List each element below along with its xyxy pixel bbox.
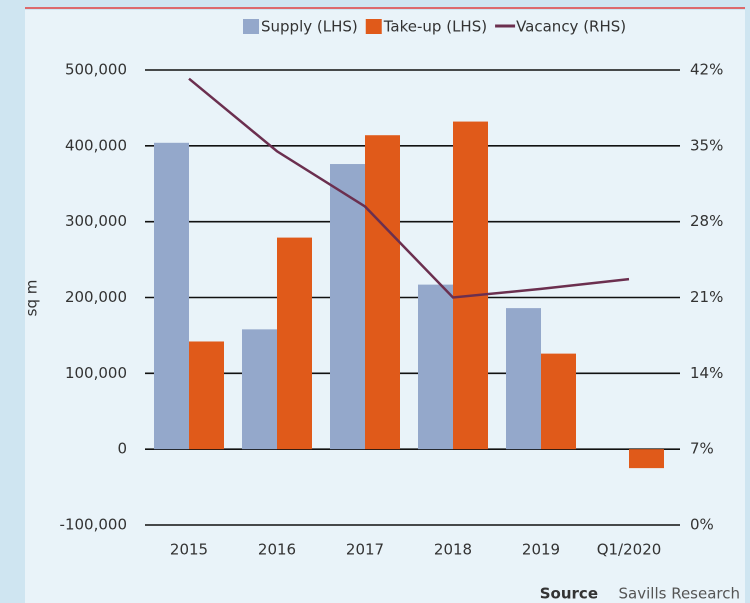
y-tick-label: 300,000	[65, 212, 127, 230]
x-tick-label: 2017	[346, 541, 384, 559]
y2-tick-label: 14%	[690, 364, 723, 382]
bar	[242, 329, 277, 450]
y-tick-label: -100,000	[60, 516, 127, 534]
legend-label: Supply (LHS)	[261, 18, 358, 36]
bar	[277, 237, 312, 450]
bar	[365, 135, 400, 450]
vacancy-line	[188, 77, 630, 299]
bar	[189, 341, 224, 450]
x-tick-label: 2016	[258, 541, 296, 559]
bar	[506, 308, 541, 450]
x-tick-label: Q1/2020	[597, 541, 662, 559]
bar	[154, 142, 189, 450]
legend-label: Take-up (LHS)	[383, 18, 487, 36]
bar	[330, 164, 365, 450]
bar	[541, 353, 576, 450]
x-tick-label: 2015	[170, 541, 208, 559]
y2-tick-label: 21%	[690, 288, 723, 306]
y-axis-label: sq m	[23, 280, 41, 317]
y2-tick-label: 28%	[690, 212, 723, 230]
bar	[629, 449, 664, 469]
y2-tick-label: 7%	[690, 440, 714, 458]
x-tick-label: 2018	[434, 541, 472, 559]
y-tick-label: 400,000	[65, 136, 127, 154]
y2-tick-label: 35%	[690, 136, 723, 154]
legend-label: Vacancy (RHS)	[516, 18, 626, 36]
y-tick-label: 500,000	[65, 61, 127, 79]
legend-swatch	[243, 19, 259, 34]
source: Savills Research	[619, 585, 740, 603]
y-tick-label: 200,000	[65, 288, 127, 306]
bar	[453, 121, 488, 450]
y2-tick-label: 0%	[690, 516, 714, 534]
y2-tick-label: 42%	[690, 61, 723, 79]
bar	[418, 284, 453, 450]
legend-swatch	[365, 19, 382, 34]
source-label: Source	[540, 585, 598, 603]
x-tick-label: 2019	[522, 541, 560, 559]
y-tick-label: 100,000	[65, 364, 127, 382]
y-tick-label: 0	[117, 440, 127, 458]
